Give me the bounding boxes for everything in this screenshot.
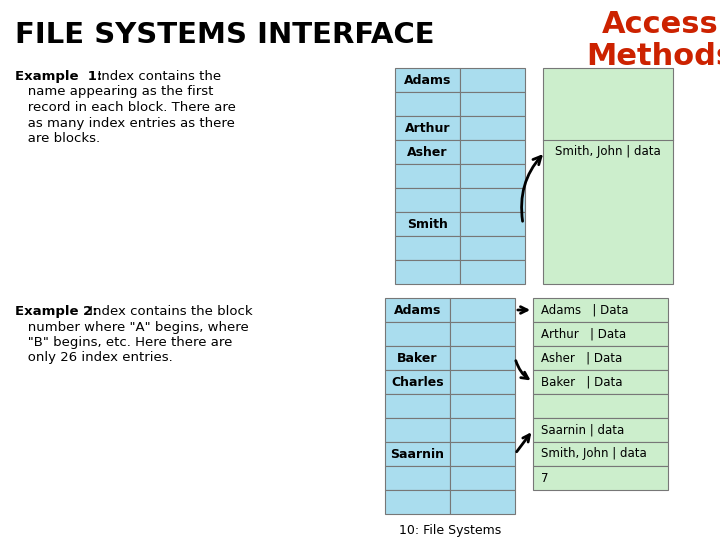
FancyBboxPatch shape	[450, 298, 515, 322]
Text: Asher: Asher	[408, 145, 448, 159]
FancyBboxPatch shape	[385, 346, 450, 370]
FancyBboxPatch shape	[450, 490, 515, 514]
Text: Baker   | Data: Baker | Data	[541, 375, 623, 388]
Text: Access
Methods: Access Methods	[586, 10, 720, 71]
Text: Saarnin: Saarnin	[390, 448, 444, 461]
FancyBboxPatch shape	[395, 236, 460, 260]
FancyBboxPatch shape	[395, 92, 460, 116]
Text: Arthur: Arthur	[405, 122, 450, 134]
FancyBboxPatch shape	[533, 298, 668, 322]
Text: 7: 7	[541, 471, 549, 484]
FancyBboxPatch shape	[395, 188, 460, 212]
FancyBboxPatch shape	[460, 260, 525, 284]
FancyBboxPatch shape	[460, 116, 525, 140]
Text: Index contains the: Index contains the	[89, 70, 221, 83]
FancyBboxPatch shape	[385, 466, 450, 490]
FancyBboxPatch shape	[460, 164, 525, 188]
FancyBboxPatch shape	[533, 346, 668, 370]
Text: record in each block. There are: record in each block. There are	[15, 101, 236, 114]
Text: number where "A" begins, where: number where "A" begins, where	[15, 321, 248, 334]
FancyBboxPatch shape	[385, 298, 450, 322]
FancyBboxPatch shape	[450, 418, 515, 442]
FancyBboxPatch shape	[460, 140, 525, 164]
FancyBboxPatch shape	[533, 418, 668, 442]
Text: 10: File Systems: 10: File Systems	[399, 524, 501, 537]
Text: Asher   | Data: Asher | Data	[541, 352, 622, 365]
FancyBboxPatch shape	[450, 322, 515, 346]
FancyBboxPatch shape	[395, 164, 460, 188]
FancyBboxPatch shape	[543, 68, 673, 284]
FancyBboxPatch shape	[395, 116, 460, 140]
Text: are blocks.: are blocks.	[15, 132, 100, 145]
Text: as many index entries as there: as many index entries as there	[15, 117, 235, 130]
FancyBboxPatch shape	[460, 212, 525, 236]
Text: Smith: Smith	[407, 218, 448, 231]
FancyBboxPatch shape	[460, 188, 525, 212]
Text: Adams: Adams	[404, 73, 451, 86]
FancyBboxPatch shape	[533, 370, 668, 394]
FancyBboxPatch shape	[385, 442, 450, 466]
Text: Arthur   | Data: Arthur | Data	[541, 327, 626, 341]
Text: Smith, John | data: Smith, John | data	[541, 448, 647, 461]
FancyBboxPatch shape	[385, 394, 450, 418]
FancyBboxPatch shape	[533, 322, 668, 346]
Text: Saarnin | data: Saarnin | data	[541, 423, 624, 436]
FancyBboxPatch shape	[450, 394, 515, 418]
FancyBboxPatch shape	[460, 68, 525, 92]
Text: name appearing as the first: name appearing as the first	[15, 85, 213, 98]
FancyBboxPatch shape	[395, 260, 460, 284]
FancyBboxPatch shape	[385, 490, 450, 514]
Text: Adams   | Data: Adams | Data	[541, 303, 629, 316]
FancyBboxPatch shape	[533, 394, 668, 418]
Text: Adams: Adams	[394, 303, 441, 316]
Text: Example 2:: Example 2:	[15, 305, 98, 318]
FancyBboxPatch shape	[385, 322, 450, 346]
FancyBboxPatch shape	[460, 236, 525, 260]
FancyBboxPatch shape	[395, 68, 460, 92]
Text: Example  1:: Example 1:	[15, 70, 102, 83]
FancyBboxPatch shape	[450, 370, 515, 394]
Text: Index contains the block: Index contains the block	[85, 305, 253, 318]
FancyBboxPatch shape	[533, 442, 668, 466]
Text: Baker: Baker	[397, 352, 438, 365]
FancyBboxPatch shape	[395, 140, 460, 164]
Text: FILE SYSTEMS INTERFACE: FILE SYSTEMS INTERFACE	[15, 21, 435, 49]
FancyBboxPatch shape	[450, 466, 515, 490]
FancyBboxPatch shape	[385, 370, 450, 394]
FancyBboxPatch shape	[450, 442, 515, 466]
Text: Smith, John | data: Smith, John | data	[555, 145, 661, 159]
FancyBboxPatch shape	[395, 212, 460, 236]
FancyBboxPatch shape	[533, 466, 668, 490]
FancyBboxPatch shape	[460, 92, 525, 116]
FancyBboxPatch shape	[385, 418, 450, 442]
Text: Charles: Charles	[391, 375, 444, 388]
Text: only 26 index entries.: only 26 index entries.	[15, 352, 173, 365]
FancyBboxPatch shape	[450, 346, 515, 370]
Text: "B" begins, etc. Here there are: "B" begins, etc. Here there are	[15, 336, 233, 349]
